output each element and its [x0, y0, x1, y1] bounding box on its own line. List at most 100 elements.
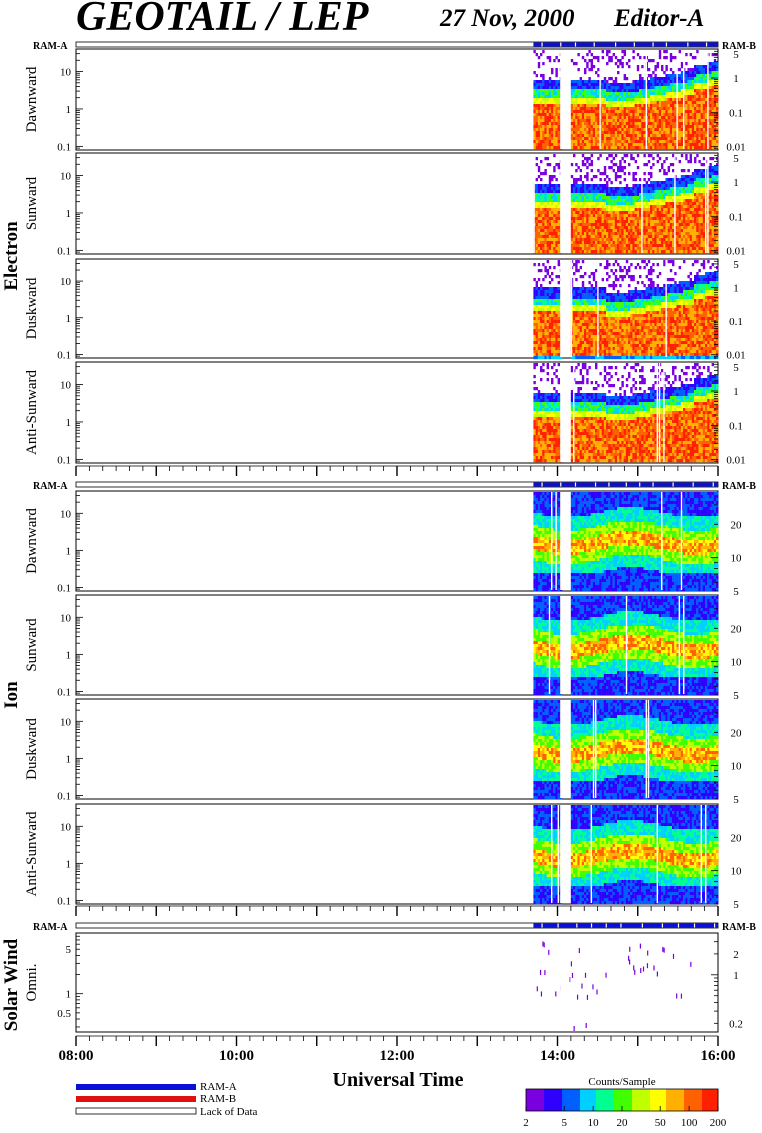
heatmap-cell: [544, 308, 546, 311]
heatmap-cell: [685, 92, 687, 95]
heatmap-cell: [619, 83, 621, 86]
heatmap-cell: [549, 89, 551, 92]
heatmap-cell: [681, 202, 683, 205]
heatmap-cell: [670, 86, 672, 89]
heatmap-cell: [703, 116, 705, 119]
heatmap-cell: [661, 229, 663, 232]
heatmap-cell: [573, 178, 575, 181]
heatmap-cell: [586, 131, 588, 134]
heatmap-cell: [703, 241, 705, 244]
heatmap-cell: [542, 205, 544, 208]
heatmap-cell: [619, 199, 621, 202]
heatmap-cell: [621, 101, 623, 104]
heatmap-cell: [547, 125, 549, 128]
heatmap-cell: [703, 104, 705, 107]
heatmap-cell: [577, 332, 579, 335]
heatmap-cell: [536, 178, 538, 181]
heatmap-cell: [542, 95, 544, 98]
heatmap-cell: [628, 125, 630, 128]
heatmap-cell: [692, 80, 694, 83]
heatmap-cell: [652, 59, 654, 62]
heatmap-cell: [681, 205, 683, 208]
heatmap-cell: [630, 193, 632, 196]
heatmap-cell: [553, 128, 555, 131]
heatmap-cell: [659, 199, 661, 202]
heatmap-cell: [694, 235, 696, 238]
heatmap-cell: [533, 122, 535, 125]
heatmap-cell: [606, 190, 608, 193]
heatmap-cell: [619, 128, 621, 131]
heatmap-cell: [547, 305, 549, 308]
heatmap-cell: [685, 199, 687, 202]
heatmap-cell: [553, 314, 555, 317]
heatmap-cell: [606, 244, 608, 247]
heatmap-cell: [549, 356, 551, 359]
heatmap-cell: [608, 131, 610, 134]
heatmap-cell: [624, 131, 626, 134]
heatmap-cell: [712, 244, 714, 247]
heatmap-cell: [584, 125, 586, 128]
ram-gap-tick: [595, 483, 596, 487]
heatmap-cell: [542, 296, 544, 299]
heatmap-cell: [624, 122, 626, 125]
heatmap-cell: [613, 250, 615, 253]
heatmap-cell: [687, 92, 689, 95]
heatmap-cell: [610, 208, 612, 211]
heatmap-cell: [670, 193, 672, 196]
heatmap-cell: [573, 299, 575, 302]
heatmap-cell: [714, 232, 716, 235]
heatmap-cell: [555, 110, 557, 113]
heatmap-cell: [553, 190, 555, 193]
heatmap-cell: [652, 146, 654, 149]
heatmap-cell: [544, 113, 546, 116]
heatmap-cell: [586, 308, 588, 311]
heatmap-cell: [575, 260, 577, 263]
heatmap-cell: [698, 232, 700, 235]
heatmap-cell: [668, 208, 670, 211]
heatmap-cell: [575, 305, 577, 308]
heatmap-cell: [650, 77, 652, 80]
heatmap-cell: [584, 157, 586, 160]
heatmap-cell: [679, 101, 681, 104]
heatmap-cell: [692, 68, 694, 71]
heatmap-cell: [692, 247, 694, 250]
heatmap-cell: [705, 101, 707, 104]
heatmap-cell: [685, 119, 687, 122]
heatmap-cell: [608, 211, 610, 214]
heatmap-cell: [542, 220, 544, 223]
ram-gap-tick: [687, 43, 688, 47]
heatmap-cell: [632, 80, 634, 83]
heatmap-cell: [538, 140, 540, 143]
heatmap-cell: [593, 110, 595, 113]
heatmap-cell: [544, 190, 546, 193]
heatmap-cell: [536, 323, 538, 326]
heatmap-cell: [621, 92, 623, 95]
heatmap-cell: [687, 128, 689, 131]
heatmap-cell: [668, 101, 670, 104]
heatmap-cell: [696, 113, 698, 116]
heatmap-cell: [639, 134, 641, 137]
heatmap-cell: [582, 89, 584, 92]
heatmap-cell: [573, 353, 575, 356]
heatmap-cell: [544, 326, 546, 329]
heatmap-cell: [696, 92, 698, 95]
heatmap-cell: [709, 166, 711, 169]
heatmap-cell: [709, 247, 711, 250]
heatmap-cell: [670, 59, 672, 62]
heatmap-cell: [606, 238, 608, 241]
heatmap-cell: [586, 353, 588, 356]
heatmap-cell: [681, 175, 683, 178]
heatmap-cell: [661, 128, 663, 131]
heatmap-cell: [577, 311, 579, 314]
heatmap-cell: [582, 223, 584, 226]
heatmap-cell: [593, 208, 595, 211]
heatmap-cell: [643, 187, 645, 190]
heatmap-cell: [553, 326, 555, 329]
heatmap-cell: [575, 293, 577, 296]
heatmap-cell: [571, 86, 573, 89]
heatmap-cell: [665, 140, 667, 143]
heatmap-cell: [712, 65, 714, 68]
heatmap-cell: [652, 214, 654, 217]
heatmap-cell: [668, 83, 670, 86]
heatmap-cell: [670, 190, 672, 193]
